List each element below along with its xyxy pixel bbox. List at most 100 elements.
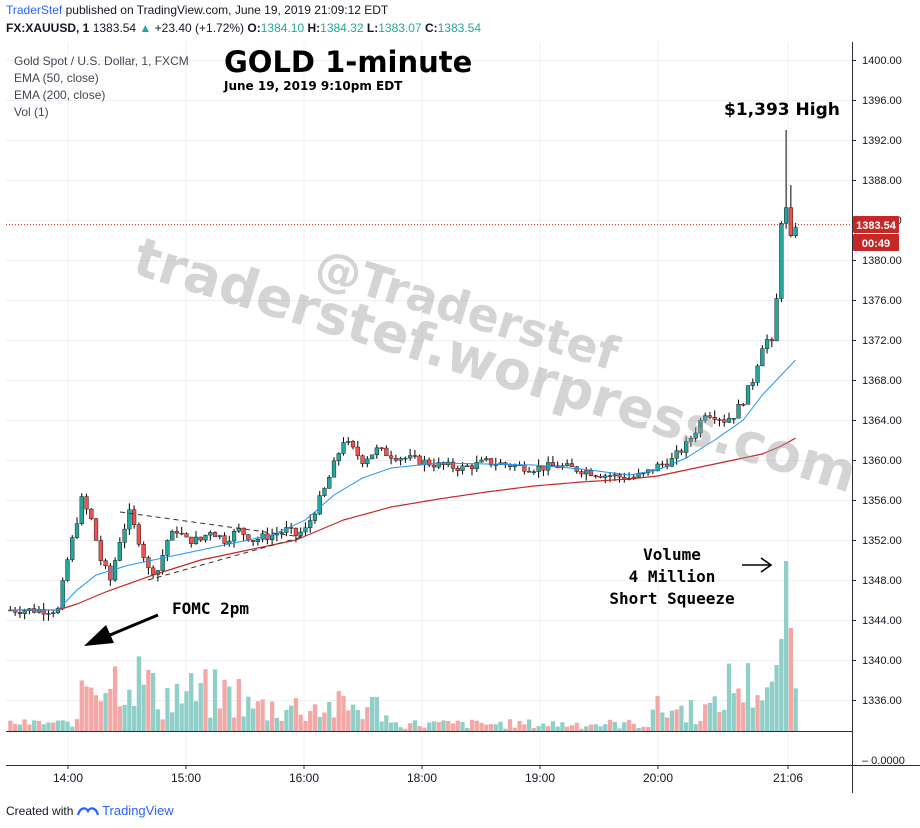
volume-bar — [265, 720, 270, 731]
tradingview-logo-icon — [76, 804, 99, 819]
candle-body — [289, 527, 294, 529]
volume-bar — [731, 693, 736, 731]
volume-bar — [427, 722, 432, 731]
candle-body — [374, 447, 379, 456]
axes — [6, 42, 920, 793]
legend-volume[interactable]: Vol (1) — [14, 105, 49, 119]
candle-body — [755, 365, 760, 383]
price-tick-label: 1368.00 — [862, 375, 902, 387]
volume-bar — [479, 722, 484, 731]
volume-bar — [103, 693, 108, 731]
candle-body — [450, 461, 456, 469]
volume-bar — [336, 690, 341, 731]
volume-bar — [189, 673, 194, 731]
volume-bar — [617, 728, 622, 731]
candle-body — [569, 463, 575, 467]
candle-body — [365, 458, 370, 464]
volume-bar — [350, 704, 356, 731]
candle-body — [617, 474, 622, 478]
candle-body — [536, 465, 541, 472]
candle-body — [703, 415, 708, 421]
volume-bar — [674, 709, 679, 731]
candle-body — [479, 459, 484, 463]
candle-body — [565, 463, 570, 466]
price-tick-label: 1364.00 — [862, 415, 902, 427]
volume-bar — [398, 727, 403, 731]
candle-body — [384, 447, 389, 457]
candle-body — [112, 560, 118, 581]
volume-bar — [645, 727, 651, 731]
candle-body — [189, 536, 194, 544]
volume-bar — [46, 722, 51, 731]
time-tick-label: 19:00 — [525, 771, 555, 785]
volume-bar — [569, 725, 575, 731]
legend-ema50[interactable]: EMA (50, close) — [14, 71, 99, 85]
high-annotation: $1,393 High — [724, 100, 840, 120]
volume-bar — [384, 715, 389, 731]
close-value: 1383.54 — [437, 21, 482, 35]
price-tick-label: 1352.00 — [862, 535, 902, 547]
volume-bar — [722, 709, 727, 731]
volume-bar — [460, 721, 465, 731]
volume-bar — [450, 723, 456, 731]
candle-body — [417, 455, 422, 465]
price-tags: 1383.54 00:49 — [853, 216, 899, 251]
candle-body — [74, 523, 80, 538]
volume-bar — [736, 688, 741, 731]
candle-body — [117, 542, 122, 561]
candle-body — [217, 535, 222, 537]
candle-body — [388, 455, 394, 459]
candle-body — [398, 458, 403, 461]
legend-ema200[interactable]: EMA (200, close) — [14, 88, 106, 102]
time-tick-label: 14:00 — [53, 771, 83, 785]
volume-bar — [70, 726, 75, 731]
volume-bar — [703, 704, 708, 731]
time-tick-label: 15:00 — [171, 771, 201, 785]
volume-bar — [346, 710, 351, 731]
legend-symbol[interactable]: Gold Spot / U.S. Dollar, 1, FXCM — [14, 54, 189, 68]
footer-brand[interactable]: TradingView — [102, 803, 174, 818]
volume-bar — [388, 722, 394, 731]
candle-body — [170, 531, 175, 541]
up-triangle-icon: ▲ — [139, 21, 152, 35]
chart-title: GOLD 1-minute — [224, 45, 473, 79]
volume-bar — [93, 695, 99, 731]
candle-body — [227, 540, 232, 544]
publish-header: TraderStef published on TradingView.com,… — [6, 3, 388, 17]
candle-body — [507, 464, 513, 467]
volume-bar — [55, 720, 61, 731]
volume-bars — [8, 561, 798, 731]
volume-bar — [365, 707, 370, 731]
author-link[interactable]: TraderStef — [6, 3, 63, 17]
volume-bar — [641, 726, 646, 731]
volume-bar — [774, 664, 779, 731]
candle-body — [488, 458, 494, 466]
candle-body — [293, 527, 299, 536]
footer: Created with TradingView — [6, 803, 174, 819]
candle-body — [55, 608, 61, 613]
volume-bar — [51, 722, 56, 731]
candle-body — [322, 488, 327, 496]
volume-bar — [289, 705, 294, 731]
volume-bar — [127, 689, 132, 731]
volume-bar — [22, 719, 27, 731]
candle-body — [403, 457, 408, 460]
candle-body — [698, 419, 703, 434]
candle-body — [603, 475, 608, 478]
volume-bar — [750, 707, 755, 731]
volume-bar — [208, 717, 213, 731]
volume-bar — [41, 724, 46, 731]
volume-bar — [593, 724, 598, 731]
volume-bar — [717, 712, 722, 731]
candle-body — [179, 532, 184, 535]
candle-body — [612, 474, 617, 477]
countdown-tag-text: 00:49 — [862, 238, 890, 250]
volume-bar — [507, 719, 513, 731]
volume-bar — [317, 717, 322, 731]
candle-body — [764, 339, 770, 349]
volume-bar — [308, 711, 313, 731]
volume-bar — [760, 700, 765, 731]
price-tick-label: 1396.00 — [862, 95, 902, 107]
volume-tick-label: – 0.0000 — [862, 755, 905, 767]
